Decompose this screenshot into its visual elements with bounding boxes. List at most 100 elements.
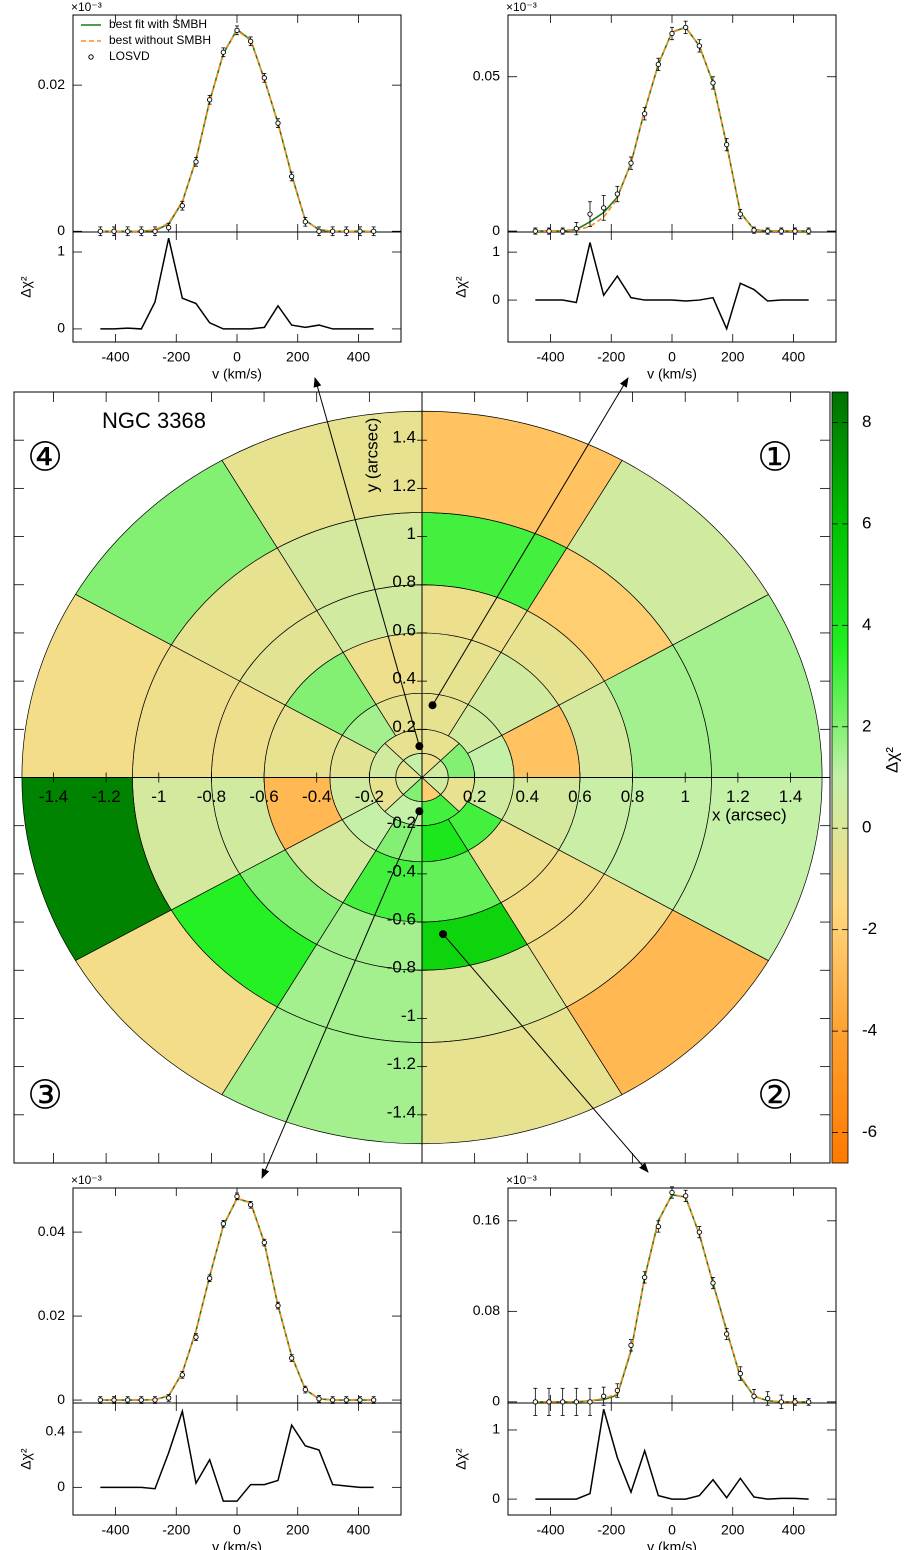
residual-axis-label: Δχ²	[18, 276, 34, 298]
bin-marker	[415, 742, 424, 751]
losvd-point	[601, 1393, 607, 1399]
x-tick-label: 1.4	[779, 787, 803, 806]
y-tick-label: 1	[492, 1421, 500, 1437]
y-tick-label: 0.04	[38, 1223, 65, 1239]
x-tick-label: 200	[721, 349, 745, 365]
arrow	[432, 377, 629, 706]
losvd-point	[166, 1395, 172, 1401]
colorbar-tick-label: 6	[862, 513, 871, 532]
colorbar-tick-label: -2	[862, 919, 877, 938]
residual-axis-label: Δχ²	[18, 1448, 34, 1470]
x-tick-label: 200	[721, 1522, 745, 1538]
y-tick-label: 0	[57, 222, 65, 238]
x-tick-label: 400	[347, 349, 371, 365]
x-tick-label: -1	[151, 787, 166, 806]
axis-multiplier: ×10⁻³	[506, 0, 537, 14]
losvd-point	[275, 120, 281, 126]
losvd-point	[792, 1399, 798, 1405]
losvd-point	[532, 228, 538, 234]
losvd-point	[724, 1331, 730, 1337]
losvd-point	[737, 211, 743, 217]
losvd-point	[316, 228, 322, 234]
fit-line	[535, 1192, 809, 1403]
residual-line	[100, 237, 374, 330]
losvd-point	[806, 1399, 812, 1405]
losvd-point	[614, 191, 620, 197]
x-tick-label: 0	[233, 1522, 241, 1538]
losvd-point	[737, 1370, 743, 1377]
x-tick-label: -400	[102, 1522, 130, 1538]
x-tick-label: -200	[162, 349, 190, 365]
losvd-point	[669, 1189, 675, 1196]
x-axis-label: x (arcsec)	[712, 805, 787, 824]
axis-multiplier: ×10⁻³	[71, 1173, 102, 1187]
losvd-point	[573, 1399, 579, 1405]
x-tick-label: 0.2	[463, 787, 487, 806]
y-tick-label: -1.4	[387, 1102, 416, 1121]
residual-axis-label: Δχ²	[453, 1448, 469, 1470]
colorbar-tick-label: 2	[862, 716, 871, 735]
x-axis-label: v (km/s)	[212, 366, 262, 382]
losvd-point	[792, 228, 798, 234]
losvd-point	[207, 1275, 213, 1281]
plot-frame	[507, 1187, 837, 1404]
y-tick-label: 0	[492, 1490, 500, 1506]
y-tick-label: -1	[401, 1006, 416, 1025]
losvd-point	[97, 1397, 103, 1403]
fit-line	[535, 1193, 809, 1403]
losvd-point	[560, 1399, 566, 1405]
residual-line	[535, 242, 809, 331]
losvd-point	[207, 97, 213, 103]
colorbar-tick-label: 0	[862, 818, 871, 837]
colorbar-label: Δχ²	[882, 747, 901, 773]
y-tick-label: 0	[57, 1478, 65, 1494]
x-axis-label: v (km/s)	[212, 1539, 262, 1550]
losvd-point	[179, 203, 185, 209]
x-tick-label: 1	[680, 787, 689, 806]
x-tick-label: 200	[286, 349, 310, 365]
x-tick-label: -0.2	[355, 787, 384, 806]
losvd-point	[357, 228, 363, 234]
x-tick-label: -400	[537, 1522, 565, 1538]
quadrant-label: ②	[757, 1074, 793, 1118]
x-tick-label: -0.6	[249, 787, 278, 806]
colorbar-tick-label: 8	[862, 412, 871, 431]
quadrant-label: ①	[757, 436, 793, 480]
y-tick-label: 0.4	[392, 669, 416, 688]
losvd-point	[302, 219, 308, 225]
y-tick-label: -0.6	[387, 910, 416, 929]
quadrant-label: ④	[27, 436, 63, 480]
x-tick-label: -0.4	[302, 787, 331, 806]
losvd-point	[234, 27, 240, 33]
y-tick-label: 0	[492, 1393, 500, 1409]
y-tick-label: 0.08	[473, 1302, 500, 1318]
legend-label: best fit with SMBH	[109, 17, 207, 31]
losvd-point	[601, 205, 607, 211]
losvd-point	[655, 61, 661, 68]
losvd-point	[696, 43, 702, 49]
losvd-point	[710, 80, 716, 86]
losvd-point	[248, 1202, 254, 1208]
y-tick-label: 1	[492, 243, 500, 259]
x-tick-label: -400	[537, 349, 565, 365]
losvd-point	[532, 1399, 538, 1405]
losvd-point	[642, 111, 648, 117]
y-tick-label: 0.02	[38, 76, 65, 92]
x-tick-label: -200	[597, 1522, 625, 1538]
losvd-point	[765, 1395, 771, 1402]
y-tick-label: 1.4	[392, 428, 416, 447]
losvd-point	[289, 1355, 295, 1361]
losvd-point	[330, 228, 336, 234]
x-tick-label: -0.8	[197, 787, 226, 806]
arrow	[442, 933, 649, 1173]
x-tick-label: -1.2	[91, 787, 120, 806]
bin-marker	[415, 807, 424, 816]
x-tick-label: 0	[668, 1522, 676, 1538]
y-tick-label: 0.02	[38, 1307, 65, 1323]
y-tick-label: 1	[407, 524, 416, 543]
y-tick-label: 1.2	[392, 476, 416, 495]
bin-marker	[439, 930, 448, 939]
losvd-point	[655, 1223, 661, 1230]
x-tick-label: 0.8	[621, 787, 645, 806]
